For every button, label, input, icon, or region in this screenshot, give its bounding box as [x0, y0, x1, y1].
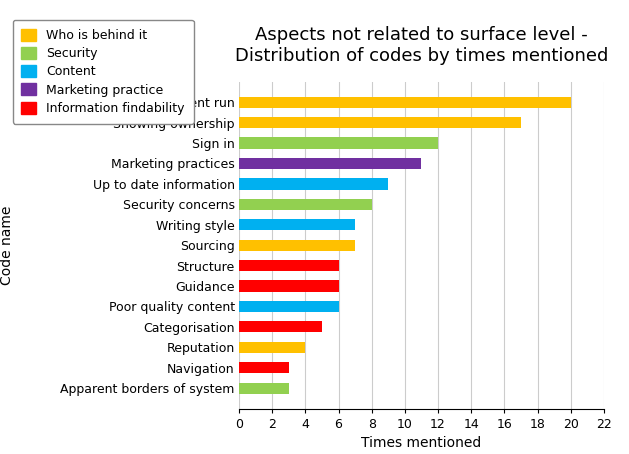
X-axis label: Times mentioned: Times mentioned — [361, 436, 482, 450]
Bar — [239, 281, 338, 291]
Bar — [239, 178, 388, 189]
Bar — [239, 362, 289, 373]
Bar — [239, 117, 521, 128]
Bar — [239, 199, 372, 210]
Bar — [239, 321, 322, 332]
Bar — [239, 97, 571, 108]
Title: Aspects not related to surface level -
Distribution of codes by times mentioned: Aspects not related to surface level - D… — [235, 26, 608, 65]
Bar — [239, 240, 355, 251]
Bar — [239, 138, 438, 148]
Bar — [239, 301, 338, 312]
Y-axis label: Code name: Code name — [0, 206, 14, 285]
Legend: Who is behind it, Security, Content, Marketing practice, Information findability: Who is behind it, Security, Content, Mar… — [13, 20, 194, 123]
Bar — [239, 219, 355, 230]
Bar — [239, 260, 338, 271]
Bar — [239, 383, 289, 394]
Bar — [239, 342, 305, 353]
Bar — [239, 158, 421, 169]
